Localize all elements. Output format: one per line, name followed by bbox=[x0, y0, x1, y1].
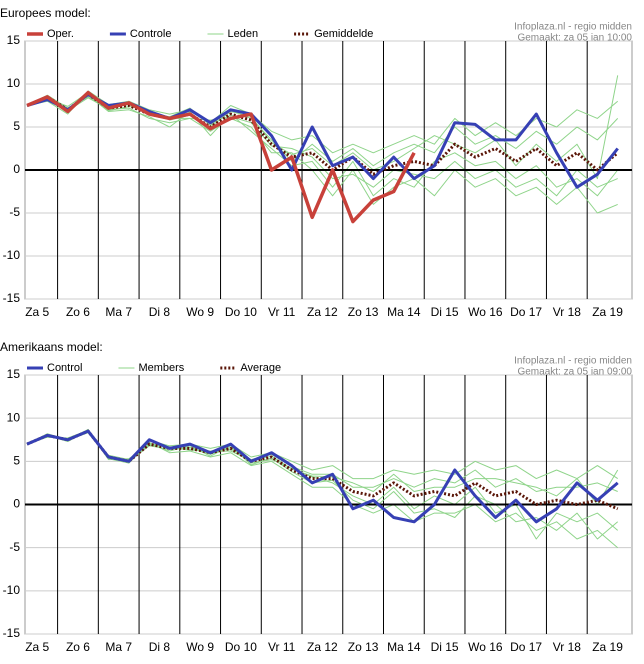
y-tick-label: -5 bbox=[9, 205, 20, 219]
x-tick-label: Do 17 bbox=[510, 305, 542, 319]
x-tick-label: Vr 11 bbox=[268, 640, 296, 654]
y-tick-label: -15 bbox=[3, 626, 21, 640]
panel: Amerikaans model: Infoplaza.nl - regio mi… bbox=[0, 340, 633, 654]
x-tick-label: Za 5 bbox=[25, 305, 49, 319]
y-tick-label: -10 bbox=[3, 583, 21, 597]
made-note: Gemaakt: za 05 jan 09:00 bbox=[517, 367, 632, 378]
x-tick-label: Wo 9 bbox=[186, 640, 214, 654]
x-tick-label: Wo 16 bbox=[468, 305, 503, 319]
series-line bbox=[26, 429, 619, 524]
x-tick-label: Ma 14 bbox=[387, 640, 421, 654]
legend-label: Gemiddelde bbox=[314, 28, 373, 40]
x-tick-label: Za 5 bbox=[25, 640, 49, 654]
y-tick-label: -10 bbox=[3, 248, 21, 262]
member-line bbox=[26, 94, 618, 214]
x-tick-label: Za 19 bbox=[592, 640, 623, 654]
x-tick-label: Wo 16 bbox=[468, 640, 503, 654]
x-tick-label: Di 8 bbox=[149, 305, 171, 319]
panel-title: Amerikaans model: bbox=[0, 340, 103, 354]
legend-label: Control bbox=[47, 362, 82, 374]
x-tick-label: Zo 13 bbox=[348, 640, 379, 654]
x-tick-label: Vr 18 bbox=[553, 640, 582, 654]
series-line bbox=[26, 90, 416, 224]
legend-label: Oper. bbox=[47, 28, 74, 40]
y-tick-label: 10 bbox=[7, 410, 21, 424]
y-tick-label: 0 bbox=[13, 497, 20, 511]
panel: Europees model: Infoplaza.nl - regio midd… bbox=[0, 6, 633, 319]
x-tick-label: Di 8 bbox=[149, 640, 171, 654]
source-note: Infoplaza.nl - regio midden bbox=[514, 22, 632, 33]
x-tick-label: Vr 18 bbox=[553, 305, 582, 319]
legend-label: Average bbox=[240, 362, 281, 374]
x-tick-label: Vr 11 bbox=[268, 305, 296, 319]
member-line bbox=[26, 429, 619, 505]
x-tick-label: Wo 9 bbox=[186, 305, 214, 319]
x-tick-label: Za 12 bbox=[307, 305, 338, 319]
y-tick-label: -5 bbox=[9, 540, 20, 554]
x-tick-label: Do 10 bbox=[225, 305, 257, 319]
x-tick-label: Ma 14 bbox=[387, 305, 421, 319]
y-tick-label: 5 bbox=[13, 119, 20, 133]
y-tick-label: 15 bbox=[7, 33, 21, 47]
x-tick-label: Di 15 bbox=[431, 640, 459, 654]
y-tick-label: 5 bbox=[13, 454, 20, 468]
member-line bbox=[26, 94, 619, 197]
legend-label: Controle bbox=[130, 28, 172, 40]
made-note: Gemaakt: za 05 jan 10:00 bbox=[517, 33, 632, 44]
member-line bbox=[26, 429, 619, 549]
x-tick-label: Zo 6 bbox=[66, 640, 90, 654]
x-tick-label: Ma 7 bbox=[105, 640, 132, 654]
x-tick-label: Do 10 bbox=[225, 640, 257, 654]
panel-title: Europees model: bbox=[0, 6, 91, 20]
x-tick-label: Ma 7 bbox=[105, 305, 132, 319]
x-tick-label: Di 15 bbox=[431, 305, 459, 319]
legend-label: Members bbox=[138, 362, 184, 374]
legend-label: Leden bbox=[227, 28, 258, 40]
source-note: Infoplaza.nl - regio midden bbox=[514, 356, 632, 367]
x-tick-label: Za 19 bbox=[592, 305, 623, 319]
mean-line bbox=[26, 92, 619, 176]
x-tick-label: Zo 6 bbox=[66, 305, 90, 319]
y-tick-label: 15 bbox=[7, 367, 21, 381]
x-tick-label: Za 12 bbox=[307, 640, 338, 654]
y-tick-label: -15 bbox=[3, 291, 21, 305]
x-tick-label: Do 17 bbox=[510, 640, 542, 654]
y-tick-label: 10 bbox=[7, 76, 21, 90]
y-tick-label: 0 bbox=[13, 162, 20, 176]
x-tick-label: Zo 13 bbox=[348, 305, 379, 319]
